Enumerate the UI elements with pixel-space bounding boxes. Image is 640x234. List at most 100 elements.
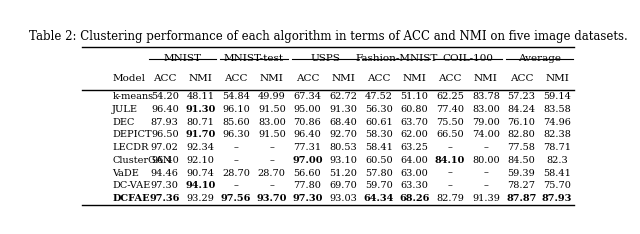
Text: DEC: DEC: [112, 118, 134, 127]
Text: 95.00: 95.00: [294, 105, 321, 114]
Text: –: –: [448, 181, 452, 190]
Text: 66.50: 66.50: [436, 130, 464, 139]
Text: 64.00: 64.00: [401, 156, 428, 165]
Text: 28.70: 28.70: [258, 169, 285, 178]
Text: 87.93: 87.93: [151, 118, 179, 127]
Text: 96.40: 96.40: [294, 130, 321, 139]
Text: 83.58: 83.58: [543, 105, 571, 114]
Text: NMI: NMI: [545, 74, 569, 83]
Text: 62.00: 62.00: [401, 130, 428, 139]
Text: 90.74: 90.74: [186, 169, 214, 178]
Text: 56.60: 56.60: [294, 169, 321, 178]
Text: ACC: ACC: [509, 74, 533, 83]
Text: DC-VAE: DC-VAE: [112, 181, 150, 190]
Text: 92.34: 92.34: [186, 143, 214, 152]
Text: 94.46: 94.46: [151, 169, 179, 178]
Text: 87.87: 87.87: [506, 194, 537, 203]
Text: 96.10: 96.10: [222, 105, 250, 114]
Text: NMI: NMI: [403, 74, 426, 83]
Text: 97.02: 97.02: [151, 143, 179, 152]
Text: –: –: [448, 143, 452, 152]
Text: 69.70: 69.70: [329, 181, 357, 190]
Text: 63.25: 63.25: [401, 143, 428, 152]
Text: 62.25: 62.25: [436, 92, 464, 101]
Text: 58.41: 58.41: [365, 143, 393, 152]
Text: 77.31: 77.31: [293, 143, 321, 152]
Text: ACC: ACC: [438, 74, 462, 83]
Text: ACC: ACC: [367, 74, 390, 83]
Text: 83.78: 83.78: [472, 92, 500, 101]
Text: 80.00: 80.00: [472, 156, 500, 165]
Text: ClusterGAN: ClusterGAN: [112, 156, 172, 165]
Text: 87.93: 87.93: [542, 194, 572, 203]
Text: Fashion-MNIST: Fashion-MNIST: [355, 54, 438, 63]
Text: DCFAE: DCFAE: [112, 194, 150, 203]
Text: k-means: k-means: [112, 92, 154, 101]
Text: 63.00: 63.00: [401, 169, 428, 178]
Text: 97.30: 97.30: [151, 181, 179, 190]
Text: 82.38: 82.38: [543, 130, 571, 139]
Text: –: –: [483, 169, 488, 178]
Text: 79.00: 79.00: [472, 118, 500, 127]
Text: –: –: [234, 143, 239, 152]
Text: 48.11: 48.11: [186, 92, 214, 101]
Text: 51.20: 51.20: [329, 169, 357, 178]
Text: 60.50: 60.50: [365, 156, 392, 165]
Text: 82.80: 82.80: [508, 130, 536, 139]
Text: 91.30: 91.30: [329, 105, 357, 114]
Text: 94.10: 94.10: [185, 181, 216, 190]
Text: 91.50: 91.50: [258, 130, 285, 139]
Text: 58.41: 58.41: [543, 169, 571, 178]
Text: Model: Model: [112, 74, 145, 83]
Text: DEPICT: DEPICT: [112, 130, 152, 139]
Text: –: –: [448, 169, 452, 178]
Text: 75.50: 75.50: [436, 118, 464, 127]
Text: USPS: USPS: [310, 54, 340, 63]
Text: LECDR: LECDR: [112, 143, 148, 152]
Text: 97.36: 97.36: [150, 194, 180, 203]
Text: 93.29: 93.29: [186, 194, 214, 203]
Text: 64.34: 64.34: [364, 194, 394, 203]
Text: 96.40: 96.40: [151, 156, 179, 165]
Text: MNIST: MNIST: [164, 54, 202, 63]
Text: –: –: [269, 156, 275, 165]
Text: NMI: NMI: [474, 74, 498, 83]
Text: JULE: JULE: [112, 105, 138, 114]
Text: 58.30: 58.30: [365, 130, 393, 139]
Text: 68.40: 68.40: [329, 118, 357, 127]
Text: 96.50: 96.50: [151, 130, 179, 139]
Text: 63.70: 63.70: [401, 118, 428, 127]
Text: 82.79: 82.79: [436, 194, 464, 203]
Text: COIL-100: COIL-100: [442, 54, 493, 63]
Text: 54.84: 54.84: [222, 92, 250, 101]
Text: 54.20: 54.20: [151, 92, 179, 101]
Text: 59.39: 59.39: [508, 169, 536, 178]
Text: 92.10: 92.10: [186, 156, 214, 165]
Text: ACC: ACC: [225, 74, 248, 83]
Text: 80.53: 80.53: [329, 143, 357, 152]
Text: Table 2: Clustering performance of each algorithm in terms of ACC and NMI on fiv: Table 2: Clustering performance of each …: [29, 30, 627, 43]
Text: 80.71: 80.71: [186, 118, 214, 127]
Text: 93.70: 93.70: [257, 194, 287, 203]
Text: 57.23: 57.23: [508, 92, 536, 101]
Text: 56.30: 56.30: [365, 105, 393, 114]
Text: 78.27: 78.27: [508, 181, 536, 190]
Text: 28.70: 28.70: [222, 169, 250, 178]
Text: 63.30: 63.30: [401, 181, 428, 190]
Text: 97.56: 97.56: [221, 194, 252, 203]
Text: 91.39: 91.39: [472, 194, 500, 203]
Text: 83.00: 83.00: [258, 118, 285, 127]
Text: ACC: ACC: [296, 74, 319, 83]
Text: 84.10: 84.10: [435, 156, 465, 165]
Text: 77.80: 77.80: [294, 181, 321, 190]
Text: 97.00: 97.00: [292, 156, 323, 165]
Text: 47.52: 47.52: [365, 92, 393, 101]
Text: 49.99: 49.99: [258, 92, 285, 101]
Text: VaDE: VaDE: [112, 169, 139, 178]
Text: –: –: [269, 181, 275, 190]
Text: 51.10: 51.10: [401, 92, 428, 101]
Text: 59.14: 59.14: [543, 92, 571, 101]
Text: 76.10: 76.10: [508, 118, 536, 127]
Text: 60.80: 60.80: [401, 105, 428, 114]
Text: 84.50: 84.50: [508, 156, 536, 165]
